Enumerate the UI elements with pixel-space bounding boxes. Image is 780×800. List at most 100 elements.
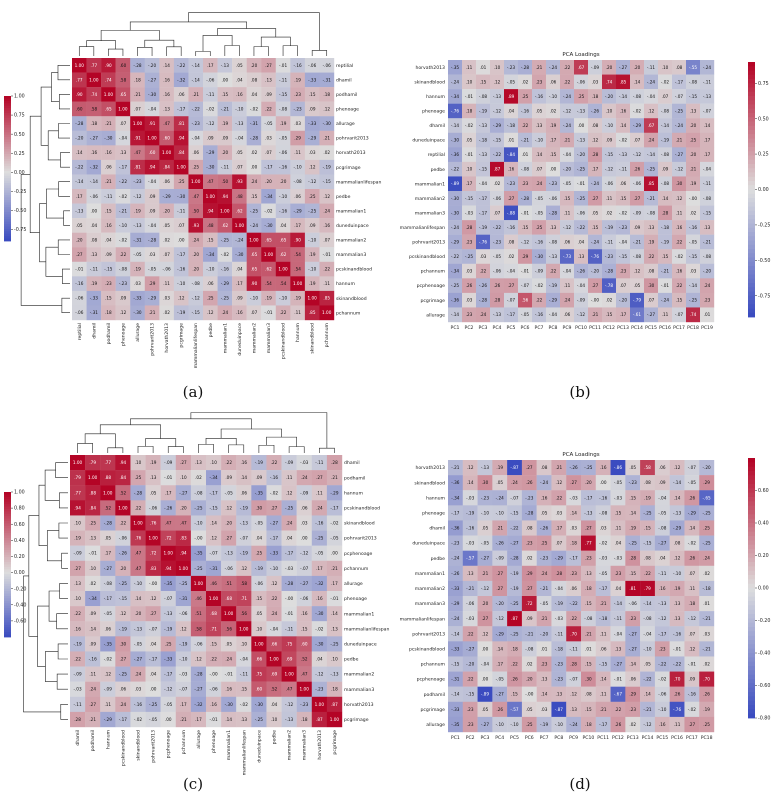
panel-a-cell [246,159,262,175]
panel-a-cell-label: -.20 [148,63,157,68]
panel-a-cell-label: .03 [294,121,301,126]
panel-c-cell-label: -.07 [240,536,249,541]
panel-a-cell-label: -.05 [133,252,142,257]
panel-b-cell [560,60,575,75]
panel-c-col-label: duneduinpace [256,730,262,763]
panel-a-cell-label: .09 [236,296,243,301]
panel-d-cell [492,505,508,521]
panel-a-cell-label: -.21 [221,106,230,111]
panel-b-cell [602,132,617,148]
panel-b-cell-label: -.19 [479,108,488,113]
panel-d-cell-label: .26 [674,692,681,697]
panel-d-cell [536,490,552,506]
panel-c-cell-label: 1.00 [330,717,340,722]
panel-d-cell-label: -.18 [703,586,712,591]
panel-a-cell [144,305,160,321]
panel-b-cell [518,234,533,250]
panel-a-cell [101,130,116,146]
panel-a-cell [72,58,87,73]
panel-a-cell-label: .04 [105,237,112,242]
panel-d-cell-label: -.19 [510,586,519,591]
panel-b-cell-label: .22 [480,269,487,274]
panel-a-cell-label: 1.00 [118,106,128,111]
panel-b-cell-label: .02 [606,210,613,215]
panel-c-cell [100,500,116,516]
panel-d-cell-label: -.65 [703,495,712,500]
panel-b-cell-label: .03 [480,254,487,259]
panel-a-cell [232,232,247,248]
panel-a-cell-label: -.10 [177,281,186,286]
panel-a-cell [115,174,131,190]
panel-c-cell [115,530,131,546]
panel-a-colorbar-gradient-step [4,105,11,109]
panel-c-cell-label: -.13 [164,611,173,616]
panel-c-cell-label: -.19 [255,566,264,571]
panel-a-cell-label: .07 [120,121,127,126]
panel-c-cell-label: .51 [195,611,202,616]
panel-a-cell [115,203,131,219]
panel-c-cell-label: .12 [225,505,232,510]
panel-d-cell-label: .22 [467,677,474,682]
panel-c-cell-label: .13 [240,717,247,722]
panel-c-cell [236,666,252,682]
panel-c-cell [160,681,176,697]
panel-d-colorbar-gradient-step [748,575,755,580]
panel-a-cell-label: .05 [236,150,243,155]
panel-a-cell-label: 1.00 [177,165,187,170]
panel-c-correlation-clustermap: 1.00.79.77.94.10.19 -.09.27.13.10.22.16 -.… [4,412,389,775]
panel-b-cell-label: .02 [508,254,515,259]
panel-a-cell-label: .23 [294,92,301,97]
panel-c-cell-label: -.33 [270,551,279,556]
panel-c-cell [266,560,282,577]
panel-c-cell [311,651,328,667]
panel-d-cell [448,580,463,597]
panel-b-cell [630,118,645,133]
panel-a-cell [261,305,276,321]
panel-a-cell [261,159,276,175]
panel-b-cell [700,89,715,104]
panel-c-cell [130,651,146,667]
panel-c-left-dendrogram-link [55,462,68,478]
panel-a-cell-label: .07 [236,165,243,170]
panel-a-cell-label: .20 [251,63,258,68]
panel-c-cell [296,651,312,667]
panel-c-cell-label: .16 [74,626,81,631]
panel-d-cell-label: -.26 [540,526,549,531]
panel-c-cell [85,621,101,637]
panel-c-colorbar-tick-label: 0.60 [14,522,25,528]
panel-c-cell-label: .14 [225,717,232,722]
panel-c-cell [100,606,116,622]
panel-a-cell [261,145,276,161]
panel-d-cell-label: -.29 [688,510,697,515]
panel-a-colorbar-gradient-step [4,238,11,242]
panel-c-cell-label: .72 [150,551,157,556]
panel-b-row-label: hannum [426,94,445,100]
panel-b-cell-label: .16 [676,225,683,230]
panel-b-cell-label: .22 [676,239,683,244]
panel-b-cell-label: -.79 [633,298,642,303]
panel-a-cell-label: -.24 [235,237,244,242]
panel-d-cell [566,611,582,627]
panel-d-colorbar-gradient-step [748,484,755,489]
panel-a-cell [261,174,276,190]
panel-d-cell [477,490,493,506]
panel-a-cell-label: .03 [149,252,156,257]
panel-c-cell-label: .10 [240,641,247,646]
panel-a-cell [72,174,87,190]
panel-a-cell [159,218,175,233]
panel-a-cell-label: .02 [251,150,258,155]
panel-d-cell-label: -.17 [599,586,608,591]
panel-b-cell [518,89,533,104]
panel-b-cell-label: .23 [620,269,627,274]
panel-b-cell [630,234,645,250]
panel-a-cell [101,159,116,175]
panel-b-col-label: PC1 [451,325,460,331]
panel-c-cell [115,470,131,486]
panel-c-cell [85,455,101,471]
panel-a-cell [188,218,204,233]
panel-a-cell-label: -.16 [279,208,288,213]
panel-b-cell [644,89,659,104]
panel-a-cell-label: -.01 [264,310,273,315]
panel-a-cell-label: -.29 [308,136,317,141]
panel-a-cell [144,232,160,248]
